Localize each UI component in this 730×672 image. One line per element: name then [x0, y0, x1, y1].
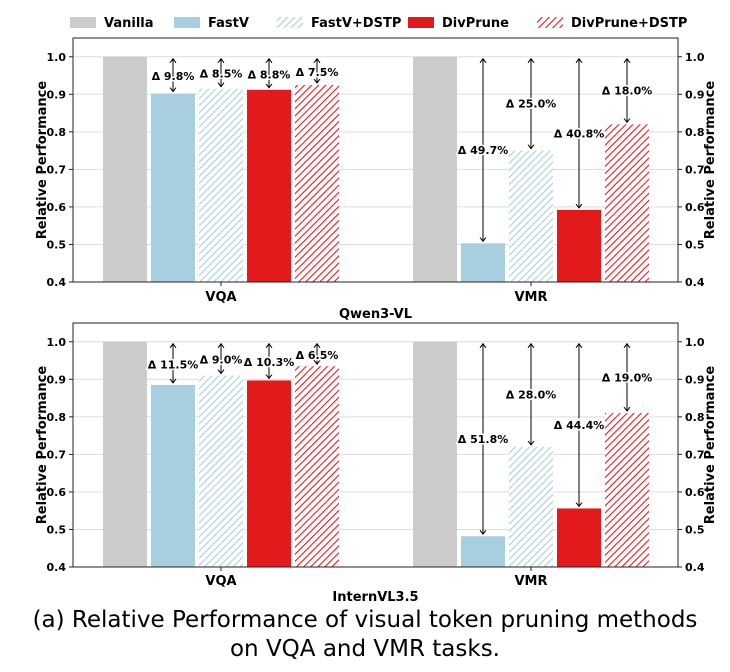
bar-vmr-divprune — [557, 209, 601, 282]
bar-vqa-vanilla — [103, 341, 147, 567]
bar-vmr-divprune — [557, 508, 601, 567]
y-tick-label-left: 0.9 — [47, 373, 67, 386]
panel-title: InternVL3.5 — [332, 590, 418, 605]
y-tick-label-right: 0.7 — [685, 163, 705, 176]
delta-label: Δ 28.0% — [506, 388, 557, 401]
y-tick-label-right: 1.0 — [685, 51, 705, 64]
legend-swatch-fastv — [174, 17, 200, 28]
delta-label: Δ 51.8% — [458, 433, 509, 446]
y-tick-label-right: 1.0 — [685, 336, 705, 349]
y-tick-label-right: 0.4 — [685, 561, 705, 574]
bar-vqa-fastv-dstp — [199, 88, 243, 282]
y-tick-label-right: 0.4 — [685, 276, 705, 289]
y-tick-label-right: 0.8 — [685, 126, 705, 139]
bar-vqa-fastv-dstp — [199, 375, 243, 567]
legend-label-fastv: FastV — [208, 16, 249, 31]
legend-label-fastv-dstp: FastV+DSTP — [311, 16, 401, 31]
y-tick-label-right: 0.7 — [685, 448, 705, 461]
y-axis-label-right: Relative Performance — [703, 81, 718, 240]
y-tick-label-right: 0.5 — [685, 523, 705, 536]
legend-label-vanilla: Vanilla — [104, 16, 154, 31]
bar-vqa-divprune — [247, 380, 291, 567]
bar-vmr-divprune-dstp — [605, 413, 649, 567]
y-tick-label-right: 0.5 — [685, 238, 705, 251]
legend-swatch-vanilla — [70, 17, 96, 28]
y-tick-label-left: 0.9 — [47, 88, 67, 101]
bar-vmr-fastv — [461, 243, 505, 282]
delta-label: Δ 8.5% — [200, 68, 243, 81]
delta-label: Δ 11.5% — [148, 358, 199, 371]
bar-vqa-divprune-dstp — [295, 84, 339, 282]
bar-vmr-fastv-dstp — [509, 150, 553, 282]
bar-vqa-divprune — [247, 89, 291, 283]
legend-swatch-divprune-dstp — [537, 17, 563, 28]
y-tick-label-left: 1.0 — [47, 51, 67, 64]
y-tick-label-left: 0.7 — [47, 448, 67, 461]
delta-label: Δ 18.0% — [602, 85, 653, 98]
y-tick-label-left: 0.4 — [47, 561, 67, 574]
plot-frame — [72, 37, 679, 283]
panel-internvl3-5: 0.4 0.4 0.5 0.5 0.6 0.6 0.7 0.7 0.8 0.8 0.9 0.9 1.0 1… — [35, 322, 718, 605]
bar-vmr-vanilla — [413, 341, 457, 567]
delta-label: Δ 9.8% — [152, 70, 195, 83]
panel-qwen3-vl: 0.4 0.4 0.5 0.5 0.6 0.6 0.7 0.7 0.8 0.8 0.9 0.9 1.0 1… — [35, 37, 718, 322]
figure-caption: (a) Relative Performance of visual token… — [0, 606, 730, 664]
y-tick-label-right: 0.9 — [685, 373, 705, 386]
y-tick-label-left: 0.4 — [47, 276, 67, 289]
y-tick-label-left: 0.5 — [47, 523, 67, 536]
y-axis-label-right: Relative Performance — [703, 366, 718, 525]
x-tick-label-vmr: VMR — [514, 574, 547, 589]
figure: Vanilla FastV FastV+DSTP DivPrune DivPrune+D… — [35, 16, 718, 605]
y-axis-label-left: Relative Performance — [35, 366, 50, 525]
bar-vmr-vanilla — [413, 56, 457, 283]
delta-label: Δ 25.0% — [506, 98, 557, 111]
bar-vqa-divprune-dstp — [295, 366, 339, 567]
delta-label: Δ 6.5% — [296, 349, 339, 362]
legend-swatch-fastv-dstp — [277, 17, 303, 28]
y-tick-label-left: 1.0 — [47, 336, 67, 349]
bar-vqa-fastv — [151, 384, 195, 567]
delta-label: Δ 10.3% — [244, 356, 295, 369]
legend: Vanilla FastV FastV+DSTP DivPrune DivPrune+D… — [70, 16, 687, 31]
y-tick-label-left: 0.8 — [47, 126, 67, 139]
y-tick-label-left: 0.6 — [47, 486, 67, 499]
delta-label: Δ 8.8% — [248, 68, 291, 81]
delta-label: Δ 7.5% — [296, 66, 339, 79]
y-axis-label-left: Relative Performance — [35, 81, 50, 240]
x-tick-label-vqa: VQA — [205, 290, 236, 305]
y-tick-label-left: 0.8 — [47, 411, 67, 424]
bar-vmr-divprune-dstp — [605, 124, 649, 282]
bar-vmr-fastv — [461, 536, 505, 567]
x-tick-label-vqa: VQA — [205, 574, 236, 589]
plot-frame — [72, 322, 679, 568]
delta-label: Δ 44.4% — [554, 419, 605, 432]
y-tick-label-right: 0.6 — [685, 201, 705, 214]
delta-label: Δ 19.0% — [602, 371, 653, 384]
caption-line-2: on VQA and VMR tasks. — [229, 636, 500, 662]
legend-swatch-divprune — [408, 17, 434, 28]
x-tick-label-vmr: VMR — [514, 290, 547, 305]
panel-title: Qwen3-VL — [339, 307, 412, 322]
caption-line-1: (a) Relative Performance of visual token… — [32, 607, 698, 633]
delta-label: Δ 49.7% — [458, 144, 509, 157]
y-tick-label-right: 0.6 — [685, 486, 705, 499]
bar-vqa-vanilla — [103, 56, 147, 283]
y-tick-label-left: 0.6 — [47, 201, 67, 214]
legend-label-divprune: DivPrune — [442, 16, 509, 31]
delta-label: Δ 40.8% — [554, 127, 605, 140]
delta-label: Δ 9.0% — [200, 354, 243, 367]
y-tick-label-right: 0.8 — [685, 411, 705, 424]
bar-vqa-fastv — [151, 93, 195, 283]
bar-vmr-fastv-dstp — [509, 446, 553, 567]
y-tick-label-right: 0.9 — [685, 88, 705, 101]
legend-label-divprune-dstp: DivPrune+DSTP — [571, 16, 687, 31]
y-tick-label-left: 0.7 — [47, 163, 67, 176]
y-tick-label-left: 0.5 — [47, 238, 67, 251]
